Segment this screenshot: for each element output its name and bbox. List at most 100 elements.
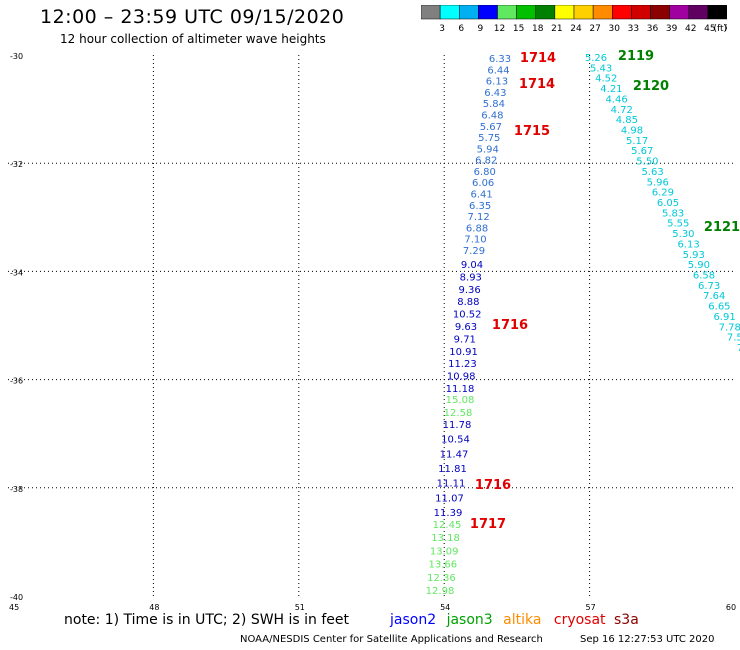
wave-height-value: 11.39: [434, 508, 463, 519]
wave-height-value: 10.91: [449, 347, 478, 358]
wave-height-value: 5.67: [480, 122, 502, 133]
pass-time-labels: 1714 1714 1715 1716 1716 1717 2119 2120 2121: [470, 49, 740, 532]
wave-height-value: 4.98: [621, 126, 643, 137]
pass-time-label: 2119: [618, 49, 654, 64]
colorbar-tick: 70: [723, 24, 727, 34]
wave-height-value: 5.75: [478, 133, 500, 144]
wave-height-value: 6.13: [486, 77, 508, 88]
wave-height-value: 11.81: [438, 464, 467, 475]
lat-label: -38: [10, 485, 23, 494]
credit-line: NOAA/NESDIS Center for Satellite Applica…: [240, 634, 543, 645]
wave-height-value: 6.05: [657, 198, 679, 209]
wave-height-value: 12.36: [427, 573, 456, 584]
wave-height-value: 11.18: [446, 384, 475, 395]
wave-height-value: 11.23: [448, 359, 477, 370]
wave-height-value: 11.78: [443, 420, 472, 431]
lon-label: 57: [586, 603, 596, 612]
colorbar-tick: 18: [532, 24, 544, 34]
wave-height-value: 11.11: [437, 479, 466, 490]
lon-label: 45: [9, 603, 19, 612]
altimeter-tracks: 6.336.446.136.435.846.485.675.755.946.82…: [426, 53, 740, 597]
wave-height-value: 6.88: [466, 223, 488, 234]
wave-height-value: 8.93: [460, 272, 482, 283]
wave-height-value: 5.84: [483, 99, 505, 110]
wave-height-value: 5.55: [667, 219, 689, 230]
wave-height-value: 7.78: [719, 322, 740, 333]
wave-height-value: 6.41: [471, 190, 493, 201]
wave-height-value: 6.13: [677, 239, 699, 250]
colorbar-tick: 24: [570, 24, 582, 34]
wave-height-value: 6.44: [487, 65, 509, 76]
pass-time-label: 1717: [470, 517, 506, 532]
pass-time-label: 1715: [514, 124, 550, 139]
wave-height-value: 5.90: [688, 260, 710, 271]
wave-height-value: 5.96: [647, 177, 669, 188]
colorbar-unit: (ft): [713, 24, 727, 34]
map-grid: [7, 54, 736, 597]
colorbar-tick: 21: [551, 24, 562, 34]
colorbar-tick: 30: [609, 24, 621, 34]
wave-height-value: 5.43: [590, 63, 612, 74]
wave-height-value: 9.63: [455, 322, 477, 333]
map-frame: [7, 54, 736, 597]
wave-height-value: 6.58: [693, 271, 715, 282]
wave-height-value: 6.33: [489, 54, 511, 65]
wave-height-value: 4.46: [605, 94, 627, 105]
wave-height-value: 5.63: [641, 167, 663, 178]
wave-height-value: 10.52: [453, 310, 482, 321]
colorbar-tick: 3: [439, 24, 445, 34]
wave-height-value: 13.09: [430, 546, 459, 557]
wave-height-value: 7.10: [464, 235, 486, 246]
mission-jason3: jason3: [446, 612, 493, 628]
wave-height-value: 7.29: [463, 246, 485, 257]
wave-height-value: 6.29: [652, 188, 674, 199]
wave-height-value: 4.72: [611, 105, 633, 116]
wave-height-value: 9.36: [458, 285, 480, 296]
lat-label: -36: [10, 377, 23, 386]
wave-height-value: 6.91: [713, 312, 735, 323]
wave-height-value: 5.67: [631, 146, 653, 157]
colorbar-tick: 39: [666, 24, 678, 34]
colorbar-tick: 42: [685, 24, 696, 34]
wave-height-value: 10.98: [447, 372, 476, 383]
wave-height-value: 4.52: [595, 74, 617, 85]
mission-jason2: jason2: [390, 612, 437, 628]
lon-label: 51: [295, 603, 305, 612]
colorbar-tick: 36: [647, 24, 659, 34]
colorbar-tick: 33: [628, 24, 639, 34]
map-title: 12:00 – 23:59 UTC 09/15/2020: [40, 6, 345, 28]
lat-label: -34: [10, 268, 23, 277]
wave-height-value: 12.45: [433, 520, 462, 531]
wave-height-value: 15.08: [446, 395, 475, 406]
wave-height-value: 6.80: [474, 167, 496, 178]
wave-height-value: 5.30: [672, 229, 694, 240]
wave-height-value: 7: [737, 343, 740, 354]
wave-height-value: 6.82: [475, 156, 497, 167]
wave-height-value: 9.71: [454, 334, 476, 345]
lat-label: -30: [10, 52, 23, 61]
wave-height-value: 10.54: [441, 435, 470, 446]
colorbar-tick: 9: [478, 24, 484, 34]
wave-height-value: 6.35: [469, 201, 491, 212]
pass-time-label: 1714: [520, 51, 556, 66]
wave-height-value: 5.93: [683, 250, 705, 261]
wave-height-value: 6.48: [481, 110, 503, 121]
wave-height-value: 7.64: [703, 291, 725, 302]
wave-height-value: 5.83: [662, 208, 684, 219]
map-subtitle: 12 hour collection of altimeter wave hei…: [60, 32, 326, 46]
colorbar-tick: 6: [458, 24, 464, 34]
wave-height-value: 5.50: [636, 157, 658, 168]
pass-time-label: 1716: [492, 318, 528, 333]
wave-height-value: 4.85: [616, 115, 638, 126]
mission-legend: jason2 jason3 altika cryosat s3a: [390, 612, 639, 628]
pass-time-label: 1714: [519, 77, 555, 92]
wave-height-value: 8.88: [457, 297, 479, 308]
wave-height-value: 7.5: [727, 333, 740, 344]
wave-height-value: 11.07: [435, 493, 464, 504]
colorbar-tick: 27: [589, 24, 600, 34]
wave-height-value: 13.18: [431, 533, 460, 544]
lon-label: 60: [726, 603, 736, 612]
mission-altika: altika: [503, 612, 542, 628]
